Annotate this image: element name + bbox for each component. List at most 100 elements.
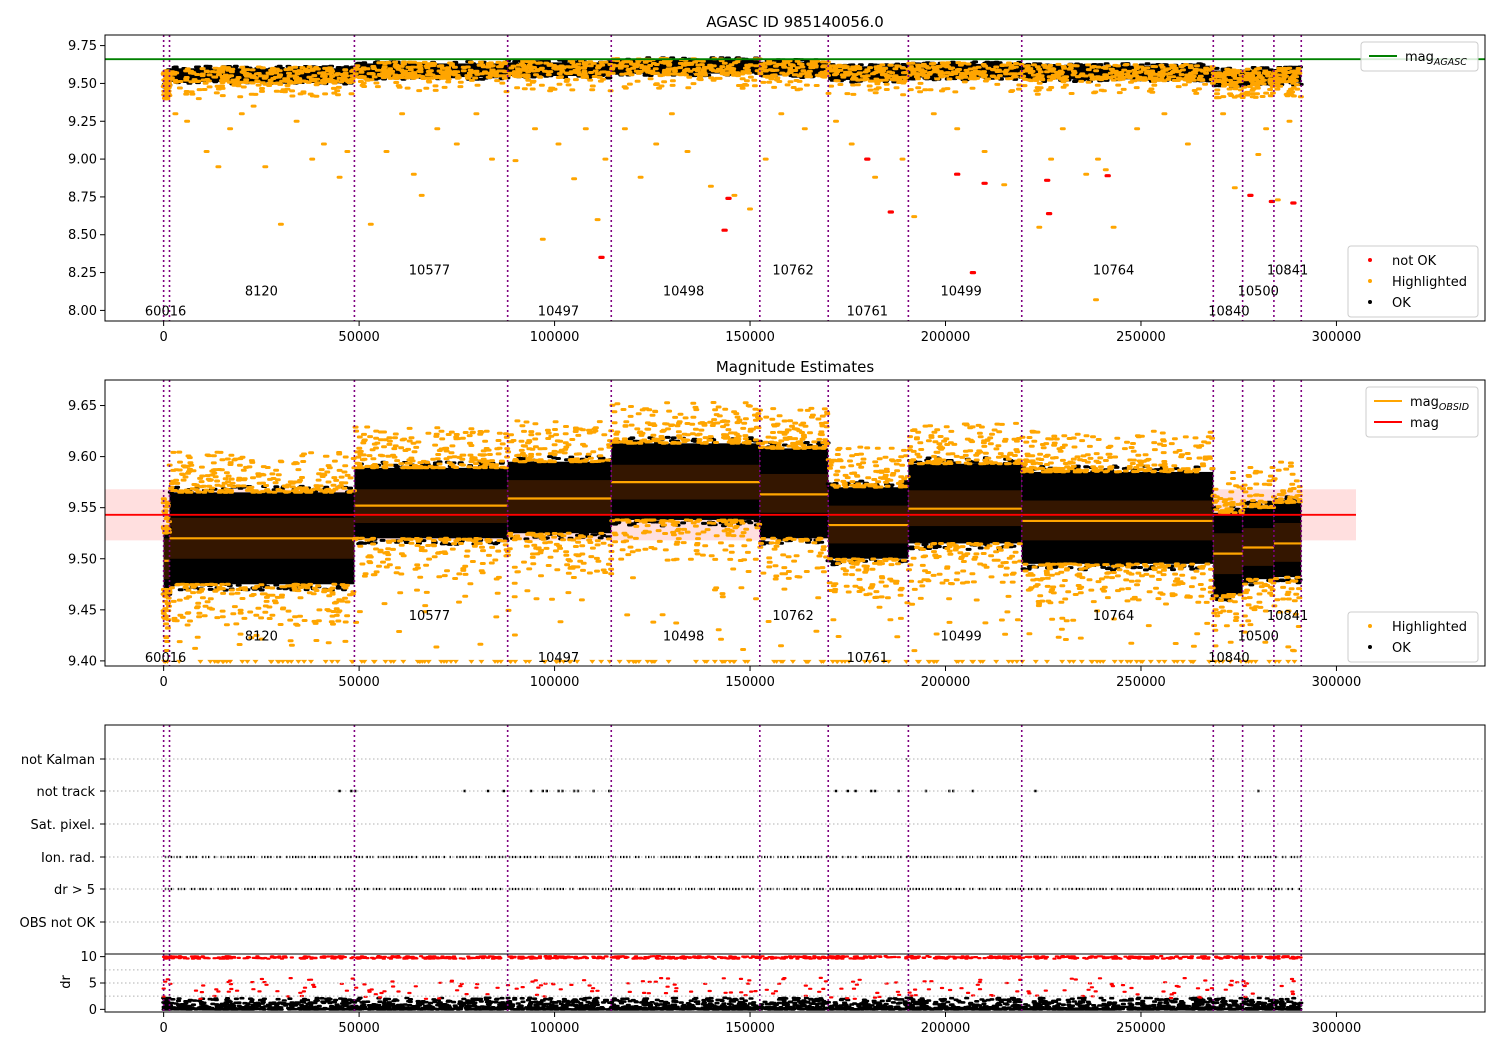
agasc-x-tick-label: 50000	[338, 330, 379, 345]
agasc-obsid-label: 10497	[538, 304, 579, 319]
flags-row-label: Sat. pixel.	[31, 818, 95, 833]
agasc-legend-bottom-label: OK	[1392, 296, 1411, 311]
flags-row-label: Ion. rad.	[41, 851, 95, 866]
agasc-y-tick-label: 8.25	[68, 266, 97, 281]
agasc-x-tick-label: 100000	[530, 330, 580, 345]
dr-axes: 0 5 10 0 50000 100000 150000 200000 250000 300000	[80, 950, 1486, 1036]
estimates-x-tick-label: 100000	[530, 675, 580, 690]
estimates-obsid-label: 10499	[940, 629, 981, 644]
estimates-legend-bottom-swatch	[1368, 624, 1372, 628]
flags-row-label: dr > 5	[54, 883, 95, 898]
estimates-panel: Magnitude Estimates 0 50000 100000 150000 20…	[68, 358, 1486, 690]
estimates-legend-bottom-label: Highlighted	[1392, 620, 1467, 635]
agasc-obsid-label: 10577	[409, 264, 450, 279]
agasc-x-tick-label: 300000	[1312, 330, 1362, 345]
estimates-x-tick-label: 200000	[921, 675, 971, 690]
estimates-clipped-markers	[161, 659, 1298, 664]
agasc-y-tick-label: 8.00	[68, 304, 97, 319]
estimates-panel-title: Magnitude Estimates	[716, 358, 874, 376]
agasc-obsid-label: 8120	[245, 285, 278, 300]
estimates-obsid-label: 8120	[245, 629, 278, 644]
estimates-obsid-label: 10761	[847, 651, 888, 666]
agasc-obsid-label: 10500	[1238, 285, 1279, 300]
agasc-legend-bottom	[1347, 245, 1479, 318]
dr-x-tick-label: 250000	[1116, 1021, 1166, 1036]
estimates-obsid-label: 10762	[772, 609, 813, 624]
dr-x-tick-label: 200000	[921, 1021, 971, 1036]
dr-x-tick-label: 50000	[338, 1021, 379, 1036]
agasc-frame	[104, 34, 1486, 322]
agasc-y-tick-label: 9.50	[68, 77, 97, 92]
flags-row-label: OBS not OK	[20, 916, 96, 931]
agasc-panel-title: AGASC ID 985140056.0	[706, 13, 884, 31]
estimates-obsid-label: 10497	[538, 651, 579, 666]
estimates-y-tick-label: 9.45	[68, 603, 97, 618]
estimates-legend-top-label: mag	[1410, 416, 1439, 431]
agasc-axes: 0 50000 100000 150000 200000 250000 300000 8.00…	[68, 34, 1486, 345]
estimates-legend-bottom	[1347, 611, 1479, 663]
estimates-highlighted-dots	[160, 401, 1303, 653]
agasc-y-tick-label: 9.25	[68, 115, 97, 130]
dr-y-axis-label: dr	[59, 975, 74, 989]
agasc-obsid-label: 10841	[1267, 264, 1308, 279]
dr-panel: 0 5 10 0 50000 100000 150000 200000 250000 300000…	[59, 950, 1486, 1036]
estimates-obsid-label: 10577	[409, 609, 450, 624]
agasc-legend-bottom-swatch	[1368, 300, 1372, 304]
agasc-obsid-labels: 60016 8120 10577 10497 10498 10762 10761 10499 1…	[145, 264, 1308, 320]
estimates-obsid-label: 10498	[663, 629, 704, 644]
agasc-legend-bottom-label: not OK	[1392, 254, 1437, 269]
estimates-x-tick-label: 300000	[1312, 675, 1362, 690]
estimates-frame	[104, 379, 1486, 667]
dr-x-tick-label: 150000	[725, 1021, 775, 1036]
agasc-legend-bottom-swatch	[1368, 279, 1372, 283]
agasc-y-tick-label: 8.50	[68, 228, 97, 243]
agasc-y-tick-label: 9.75	[68, 39, 97, 54]
agasc-obsid-label: 10499	[940, 285, 981, 300]
estimates-axes: 0 50000 100000 150000 200000 250000 300000 9.40…	[68, 379, 1486, 690]
agasc-x-tick-label: 250000	[1116, 330, 1166, 345]
agasc-obsid-label: 10840	[1208, 304, 1249, 319]
agasc-marks	[105, 35, 1485, 321]
estimates-y-tick-label: 9.60	[68, 450, 97, 465]
dr-clipped-dots	[161, 955, 1303, 960]
agasc-not-ok-dots	[598, 157, 1297, 275]
estimates-legend-top	[1365, 386, 1479, 438]
estimates-y-tick-label: 9.50	[68, 552, 97, 567]
estimates-y-tick-label: 9.65	[68, 399, 97, 414]
agasc-y-tick-label: 8.75	[68, 190, 97, 205]
estimates-marks	[105, 380, 1356, 666]
estimates-x-tick-label: 150000	[725, 675, 775, 690]
estimates-y-tick-label: 9.55	[68, 501, 97, 516]
agasc-x-tick-label: 200000	[921, 330, 971, 345]
estimates-x-tick-label: 250000	[1116, 675, 1166, 690]
agasc-obsid-label: 10762	[772, 264, 813, 279]
estimates-x-tick-label: 0	[159, 675, 167, 690]
dr-x-tick-label: 0	[159, 1021, 167, 1036]
estimates-x-tick-label: 50000	[338, 675, 379, 690]
dr-y-tick-label: 10	[80, 950, 97, 965]
estimates-obsid-label: 10840	[1208, 651, 1249, 666]
estimates-obsid-band	[163, 538, 170, 580]
estimates-highlighted-points	[160, 401, 1303, 664]
estimates-legend-bottom-label: OK	[1392, 641, 1411, 656]
dr-not-ok-dots	[161, 976, 1296, 1000]
agasc-obsid-label: 10498	[663, 285, 704, 300]
agasc-y-tick-label: 9.00	[68, 153, 97, 168]
estimates-obsid-label: 10500	[1238, 629, 1279, 644]
agasc-x-tick-label: 150000	[725, 330, 775, 345]
estimates-obsid-label: 60016	[145, 651, 186, 666]
agasc-legend-bottom-label: Highlighted	[1392, 275, 1467, 290]
dr-y-tick-label: 5	[89, 977, 97, 992]
dr-ok-dots	[161, 996, 1304, 1011]
agasc-obsid-label: 10764	[1093, 264, 1134, 279]
estimates-obsid-label: 10841	[1267, 609, 1308, 624]
estimates-obsid-labels: 60016 8120 10577 10497 10498 10762 10761 10499 1…	[145, 609, 1308, 666]
dr-x-tick-label: 100000	[530, 1021, 580, 1036]
estimates-obsid-label: 10764	[1093, 609, 1134, 624]
agasc-panel: AGASC ID 985140056.0 0 50000 100000 150000 2…	[68, 13, 1486, 345]
flags-row-label: not Kalman	[21, 753, 95, 768]
